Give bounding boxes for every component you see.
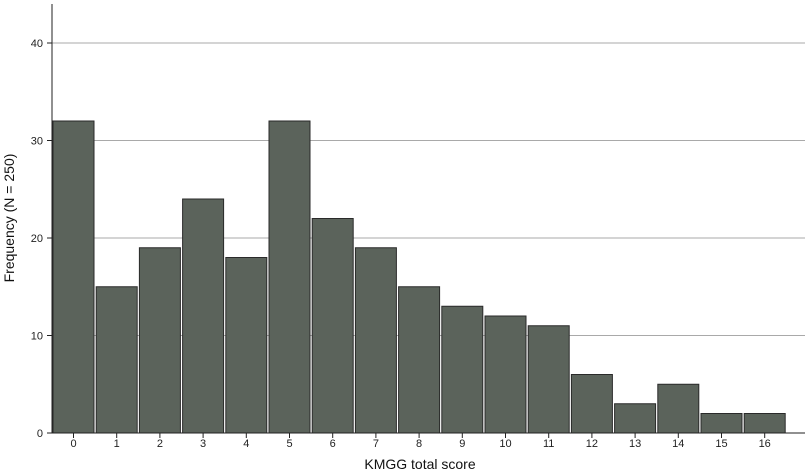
x-tick-label: 5 <box>286 438 292 450</box>
bar-7 <box>354 247 397 434</box>
bar-16 <box>743 413 786 434</box>
bar-15 <box>700 413 743 434</box>
y-tick-label: 0 <box>37 428 43 440</box>
y-tick-label: 40 <box>31 38 43 50</box>
x-tick-label: 14 <box>672 438 684 450</box>
bar-14 <box>657 383 700 434</box>
bar-3 <box>182 198 225 434</box>
x-tick-label: 3 <box>200 438 206 450</box>
bar-6 <box>311 218 354 434</box>
x-axis-label: KMGG total score <box>364 456 475 472</box>
bar-11 <box>527 325 570 434</box>
x-tick-label: 2 <box>157 438 163 450</box>
y-tick-label: 10 <box>31 331 43 343</box>
x-tick-label: 4 <box>243 438 249 450</box>
x-tick-label: 7 <box>373 438 379 450</box>
bar-4 <box>225 257 268 434</box>
x-tick-label: 12 <box>586 438 598 450</box>
y-tick-label: 20 <box>31 233 43 245</box>
x-tick-label: 13 <box>629 438 641 450</box>
x-tick-label: 6 <box>330 438 336 450</box>
x-tick-label: 11 <box>543 438 554 450</box>
x-tick-labels: 0 1 2 3 4 5 6 7 8 9 10 11 12 13 14 15 16 <box>70 433 771 450</box>
bars <box>52 120 786 434</box>
bar-10 <box>484 315 527 434</box>
bar-8 <box>398 286 441 434</box>
bar-1 <box>95 286 138 434</box>
bar-5 <box>268 120 311 434</box>
axes <box>51 4 805 434</box>
x-tick-label: 16 <box>759 438 771 450</box>
x-tick-label: 9 <box>459 438 465 450</box>
bar-2 <box>138 247 181 434</box>
x-tick-label: 0 <box>70 438 76 450</box>
bar-13 <box>614 403 657 434</box>
bar-12 <box>570 374 613 434</box>
x-tick-label: 1 <box>114 438 120 450</box>
x-tick-label: 8 <box>416 438 422 450</box>
bar-9 <box>441 305 484 434</box>
bar-0 <box>52 120 95 434</box>
y-tick-label: 30 <box>31 136 43 148</box>
x-tick-label: 10 <box>499 438 511 450</box>
y-axis-label: Frequency (N = 250) <box>1 154 17 283</box>
x-tick-label: 15 <box>715 438 727 450</box>
y-tick-labels: 0 10 20 30 40 <box>31 38 52 440</box>
